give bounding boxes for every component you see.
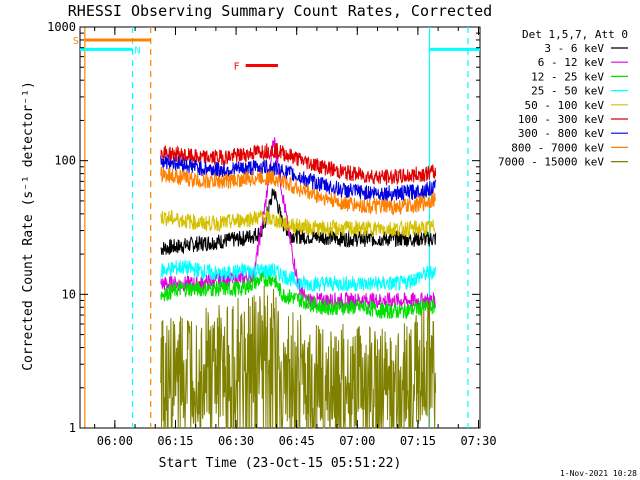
y-axis-label: Corrected Count Rate (s⁻¹ detector⁻¹) bbox=[21, 81, 36, 371]
x-ticks: 06:00 06:15 06:30 06:45 07:00 07:15 07:30 bbox=[94, 27, 497, 448]
legend-entry-label: 7000 - 15000 keV bbox=[498, 156, 604, 169]
x-tick-label: 06:15 bbox=[157, 434, 193, 448]
flag-marker-label: F bbox=[234, 62, 240, 73]
y-tick-label: 1000 bbox=[47, 20, 76, 34]
x-axis-label: Start Time (23-Oct-15 05:51:22) bbox=[159, 456, 402, 471]
y-tick-label: 1 bbox=[69, 421, 76, 435]
flag-marker-label: S bbox=[73, 36, 79, 47]
series-line bbox=[160, 259, 437, 293]
x-tick-label: 07:00 bbox=[339, 434, 375, 448]
series-line bbox=[160, 142, 437, 187]
x-tick-label: 06:45 bbox=[279, 434, 315, 448]
x-tick-label: 06:30 bbox=[218, 434, 254, 448]
series-line bbox=[160, 270, 437, 320]
legend-entry-label: 25 - 50 keV bbox=[531, 85, 604, 98]
series-line bbox=[160, 209, 437, 238]
legend-entry-label: 12 - 25 keV bbox=[531, 70, 604, 83]
x-tick-label: 07:30 bbox=[460, 434, 496, 448]
series-line bbox=[160, 154, 437, 202]
timestamp: 1-Nov-2021 10:28 bbox=[560, 469, 637, 478]
y-tick-label: 10 bbox=[62, 287, 76, 301]
legend-entry-label: 800 - 7000 keV bbox=[511, 141, 604, 154]
flag-marker-label: N bbox=[134, 45, 140, 56]
y-tick-label: 100 bbox=[54, 154, 76, 168]
legend-entry-label: 6 - 12 keV bbox=[538, 56, 605, 69]
legend-entry-label: 300 - 800 keV bbox=[518, 127, 604, 140]
x-tick-label: 07:15 bbox=[400, 434, 436, 448]
legend-entry-label: 100 - 300 keV bbox=[518, 113, 604, 126]
x-tick-label: 06:00 bbox=[97, 434, 133, 448]
plot-area: S N F bbox=[73, 26, 481, 430]
y-ticks: 1 10 100 1000 bbox=[47, 20, 480, 435]
legend-entry-label: 50 - 100 keV bbox=[525, 99, 605, 112]
legend-entry-label: 3 - 6 keV bbox=[544, 42, 604, 55]
series-line bbox=[160, 166, 437, 216]
series-line bbox=[160, 285, 437, 430]
chart-title: RHESSI Observing Summary Count Rates, Co… bbox=[68, 2, 492, 20]
legend-title: Det 1,5,7, Att 0 bbox=[522, 28, 628, 41]
